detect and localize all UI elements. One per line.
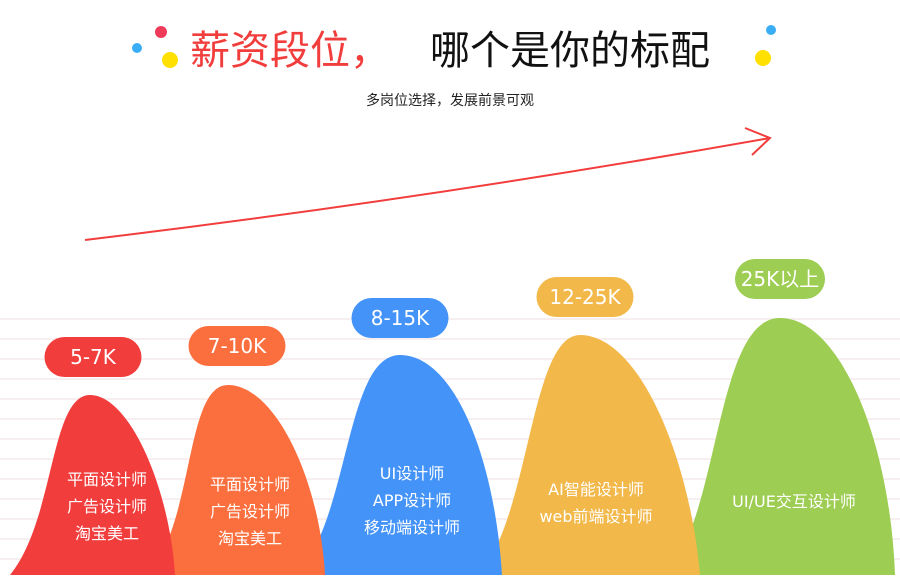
peak-orange — [148, 385, 325, 575]
title-rest: 哪个是你的标配 — [430, 28, 710, 74]
job-list: UI设计师 APP设计师 移动端设计师 — [364, 460, 460, 541]
salary-badge: 12-25K — [536, 277, 634, 317]
job-list: AI智能设计师 web前端设计师 — [539, 476, 652, 530]
job-title: APP设计师 — [372, 491, 452, 510]
job-title: 广告设计师 — [66, 497, 148, 516]
arrow-head-icon — [744, 127, 772, 156]
job-title: 广告设计师 — [209, 502, 291, 521]
dot-decoration — [155, 26, 167, 38]
title-highlight: 薪资段位， — [190, 28, 390, 74]
salary-badge: 8-15K — [351, 298, 449, 338]
peak-green — [665, 318, 895, 575]
job-list: UI/UE交互设计师 — [732, 488, 856, 515]
salary-badge: 25K以上 — [735, 259, 825, 299]
peak-blue — [296, 355, 502, 575]
job-title: web前端设计师 — [539, 507, 653, 526]
job-title: AI智能设计师 — [548, 480, 644, 499]
dot-decoration — [132, 43, 142, 53]
dot-decoration — [766, 25, 776, 35]
job-title: 移动端设计师 — [363, 518, 461, 537]
job-list: 平面设计师 广告设计师 淘宝美工 — [67, 466, 147, 547]
job-title: 平面设计师 — [66, 470, 148, 489]
peak-red — [10, 395, 175, 575]
salary-badge: 5-7K — [44, 337, 142, 377]
growth-arrow — [84, 137, 771, 241]
job-list: 平面设计师 广告设计师 淘宝美工 — [210, 471, 290, 552]
job-title: UI/UE交互设计师 — [732, 492, 856, 511]
job-title: 平面设计师 — [209, 475, 291, 494]
job-title: 淘宝美工 — [74, 524, 140, 543]
dot-decoration — [162, 52, 178, 68]
peak-yellow — [478, 335, 700, 575]
job-title: UI设计师 — [379, 464, 445, 483]
salary-badge: 7-10K — [188, 326, 286, 366]
subtitle: 多岗位选择，发展前景可观 — [366, 93, 534, 109]
dot-decoration — [755, 50, 771, 66]
page-title: 薪资段位， 哪个是你的标配 — [0, 18, 900, 76]
job-title: 淘宝美工 — [217, 529, 283, 548]
